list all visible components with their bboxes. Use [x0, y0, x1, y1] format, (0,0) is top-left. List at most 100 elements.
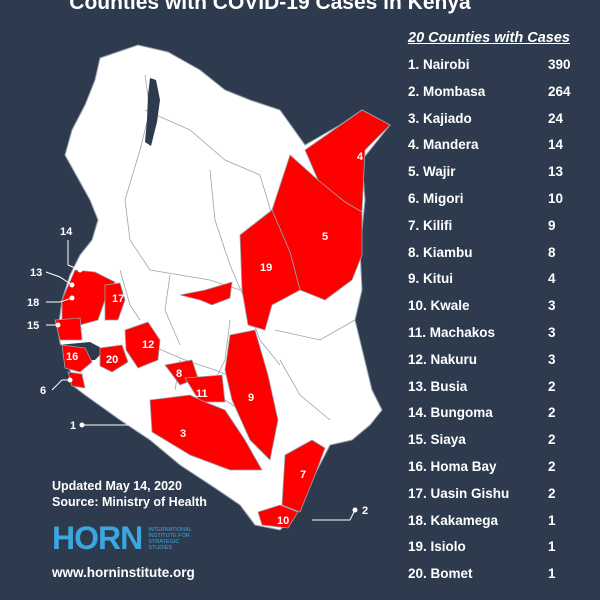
county-bomet [99, 344, 129, 373]
lake-turkana [145, 78, 160, 146]
county-homa-bay [61, 344, 93, 373]
legend-row: 7. Kilifi 9 [408, 213, 588, 240]
legend-row: 11. Machakos 3 [408, 320, 588, 347]
callout-lines [45, 240, 358, 521]
legend-row: 18. Kakamega 1 [408, 508, 588, 535]
legend-county-name: 20. Bomet [408, 566, 473, 582]
legend-case-count: 10 [548, 190, 564, 206]
legend-row: 10. Kwale 3 [408, 293, 588, 320]
legend-row: 6. Migori 10 [408, 186, 588, 213]
legend-county-name: 15. Siaya [408, 432, 466, 448]
legend-county-name: 6. Migori [408, 190, 464, 206]
label-bomet: 20 [106, 354, 118, 366]
legend-county-name: 11. Machakos [408, 324, 496, 340]
legend-county-name: 17. Uasin Gishu [408, 485, 510, 501]
legend-case-count: 2 [548, 432, 556, 448]
legend-rows: 1. Nairobi 390 2. Mombasa 264 3. Kajiado 24 4.… [408, 52, 588, 588]
case-counties [54, 109, 391, 529]
legend-row: 9. Kitui 4 [408, 266, 588, 293]
legend-county-name: 13. Busia [408, 378, 468, 394]
legend-row: 2. Mombasa 264 [408, 79, 588, 106]
legend-row: 12. Nakuru 3 [408, 347, 588, 374]
county-kajiado [149, 394, 263, 471]
county-kilifi [281, 439, 326, 513]
legend-case-count: 2 [548, 378, 556, 394]
legend-case-count: 13 [548, 164, 564, 180]
legend-case-count: 24 [548, 110, 564, 126]
label-machakos: 11 [196, 388, 208, 400]
label-kajiado: 3 [180, 428, 186, 440]
legend-county-name: 18. Kakamega [408, 512, 499, 528]
map-title: Counties with COVID-19 Cases in Kenya [69, 0, 471, 14]
legend-case-count: 2 [548, 485, 556, 501]
legend-heading: 20 Counties with Cases [408, 30, 570, 46]
legend-row: 20. Bomet 1 [408, 561, 588, 588]
county-legend: 20 Counties with Cases 1. Nairobi 390 2. M… [408, 30, 588, 588]
legend-county-name: 8. Kiambu [408, 244, 473, 260]
legend-row: 5. Wajir 13 [408, 159, 588, 186]
legend-case-count: 1 [548, 512, 556, 528]
legend-case-count: 8 [548, 244, 556, 260]
logo-wordmark: HORN [52, 520, 143, 556]
label-kitui: 9 [248, 392, 254, 404]
legend-row: 13. Busia 2 [408, 374, 588, 401]
label-mombasa: 2 [362, 505, 368, 517]
county-nakuru [124, 321, 161, 369]
legend-case-count: 2 [548, 405, 556, 421]
legend-county-name: 3. Kajiado [408, 110, 472, 126]
legend-case-count: 4 [548, 271, 556, 287]
legend-county-name: 16. Homa Bay [408, 458, 497, 474]
county-machakos [184, 374, 226, 403]
legend-county-name: 14. Bungoma [408, 405, 493, 421]
legend-county-name: 2. Mombasa [408, 83, 486, 99]
label-kwale: 10 [277, 515, 289, 527]
label-nakuru: 12 [142, 339, 154, 351]
legend-row: 8. Kiambu 8 [408, 240, 588, 267]
website-link[interactable]: www.horninstitute.org [52, 565, 195, 580]
legend-case-count: 3 [548, 351, 556, 367]
legend-row: 4. Mandera 14 [408, 132, 588, 159]
county-siaya [54, 317, 83, 341]
legend-row: 1. Nairobi 390 [408, 52, 588, 79]
legend-row: 15. Siaya 2 [408, 427, 588, 454]
legend-county-name: 7. Kilifi [408, 217, 453, 233]
legend-case-count: 2 [548, 458, 556, 474]
legend-county-name: 5. Wajir [408, 164, 456, 180]
county-kitui [224, 329, 279, 461]
label-mandera: 4 [357, 151, 364, 163]
label-siaya: 15 [27, 320, 39, 332]
label-busia: 13 [30, 267, 42, 279]
logo-subtitle: International Institute for Strategic St… [148, 526, 192, 551]
update-info: Updated May 14, 2020 Source: Ministry of… [52, 478, 207, 510]
label-isiolo: 19 [260, 262, 272, 274]
legend-row: 16. Homa Bay 2 [408, 454, 588, 481]
legend-county-name: 1. Nairobi [408, 57, 470, 72]
label-kiambu: 8 [176, 368, 182, 380]
legend-row: 17. Uasin Gishu 2 [408, 481, 588, 508]
label-kilifi: 7 [300, 469, 306, 481]
label-homa-bay: 16 [66, 351, 78, 363]
legend-case-count: 3 [548, 324, 556, 340]
legend-county-name: 4. Mandera [408, 137, 479, 153]
legend-case-count: 1 [548, 539, 556, 555]
label-wajir: 5 [322, 231, 328, 243]
label-migori: 6 [40, 385, 46, 397]
legend-case-count: 9 [548, 217, 556, 233]
legend-row: 3. Kajiado 24 [408, 106, 588, 133]
horn-logo: HORN International Institute for Strateg… [52, 520, 203, 557]
source-line: Source: Ministry of Health [52, 495, 207, 509]
county-mandera-tip [179, 281, 233, 306]
legend-row: 14. Bungoma 2 [408, 400, 588, 427]
legend-case-count: 14 [548, 137, 564, 153]
legend-case-count: 264 [548, 83, 571, 99]
county-kwale [257, 504, 299, 529]
updated-date: Updated May 14, 2020 [52, 479, 182, 493]
label-nairobi: 1 [70, 420, 76, 432]
legend-county-name: 9. Kitui [408, 271, 454, 287]
legend-case-count: 3 [548, 298, 556, 314]
label-bungoma: 14 [60, 226, 73, 238]
label-uasin-gishu: 17 [112, 293, 124, 305]
legend-row: 19. Isiolo 1 [408, 534, 588, 561]
legend-case-count: 1 [548, 566, 556, 582]
